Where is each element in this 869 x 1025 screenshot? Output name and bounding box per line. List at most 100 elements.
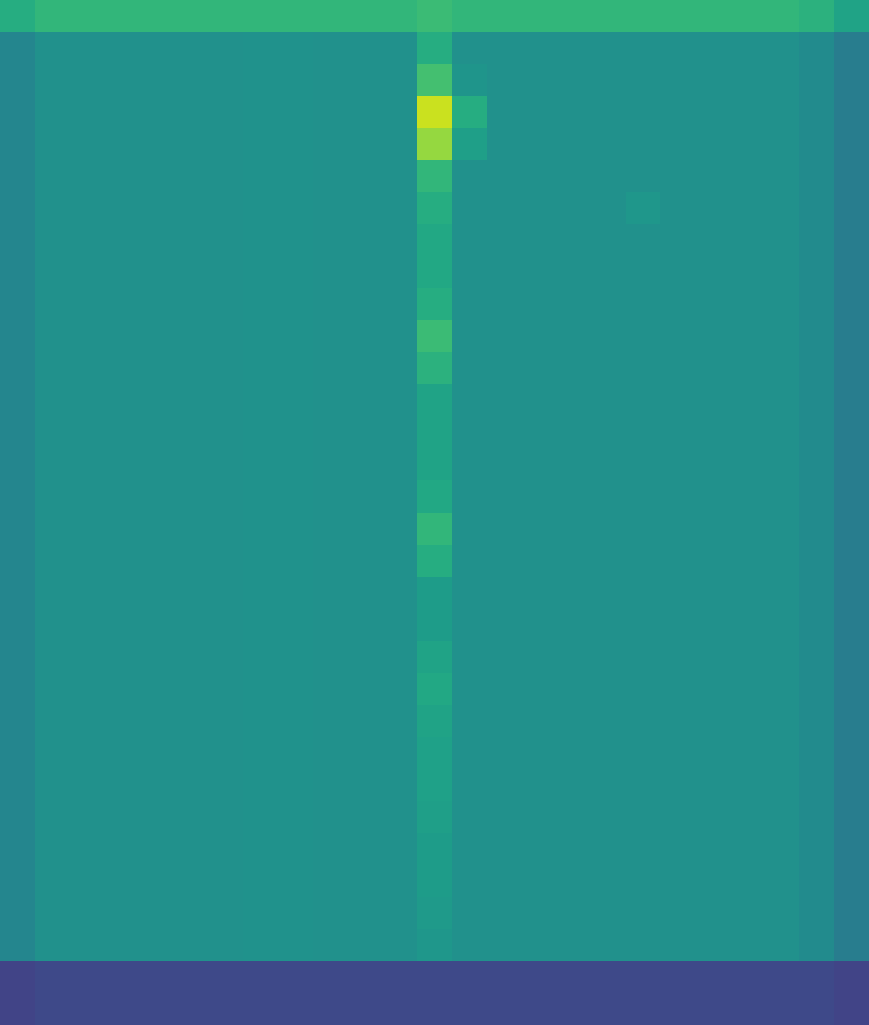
cell (174, 705, 209, 738)
cell (243, 64, 278, 97)
cell (209, 961, 244, 994)
cell (765, 993, 800, 1025)
cell (174, 545, 209, 578)
cell (243, 865, 278, 898)
cell (382, 769, 417, 802)
cell (695, 993, 730, 1025)
cell (104, 897, 139, 930)
cell (417, 96, 452, 129)
cell (487, 737, 522, 770)
cell (487, 288, 522, 321)
cell (556, 801, 591, 834)
cell (591, 705, 626, 738)
cell (104, 224, 139, 257)
cell (452, 801, 487, 834)
cell (35, 993, 70, 1025)
cell (730, 577, 765, 610)
cell (695, 0, 730, 33)
cell (799, 128, 834, 161)
cell (521, 192, 556, 225)
cell (695, 961, 730, 994)
cell (278, 160, 313, 193)
cell (765, 160, 800, 193)
cell (0, 609, 35, 642)
cell (243, 769, 278, 802)
cell (695, 737, 730, 770)
cell (243, 96, 278, 129)
cell (591, 320, 626, 353)
cell (70, 384, 105, 417)
cell (730, 641, 765, 674)
cell (591, 448, 626, 481)
cell (626, 513, 661, 546)
cell (799, 513, 834, 546)
cell (487, 801, 522, 834)
cell (834, 737, 869, 770)
cell (487, 705, 522, 738)
cell (660, 865, 695, 898)
cell (626, 0, 661, 33)
cell (382, 416, 417, 449)
cell (417, 705, 452, 738)
cell (0, 480, 35, 513)
cell (799, 641, 834, 674)
cell (278, 384, 313, 417)
cell (660, 32, 695, 65)
cell (695, 416, 730, 449)
cell (556, 352, 591, 385)
cell (626, 897, 661, 930)
cell (487, 192, 522, 225)
cell (104, 993, 139, 1025)
cell (382, 865, 417, 898)
cell (174, 320, 209, 353)
cell (348, 448, 383, 481)
cell (382, 288, 417, 321)
cell (834, 801, 869, 834)
cell (174, 384, 209, 417)
cell (730, 609, 765, 642)
cell (382, 673, 417, 706)
cell (487, 352, 522, 385)
cell (417, 224, 452, 257)
cell (104, 513, 139, 546)
cell (660, 993, 695, 1025)
cell (417, 609, 452, 642)
cell (556, 929, 591, 962)
cell (174, 929, 209, 962)
cell (730, 0, 765, 33)
cell (730, 833, 765, 866)
cell (278, 0, 313, 33)
cell (70, 833, 105, 866)
cell (0, 192, 35, 225)
cell (799, 64, 834, 97)
cell (0, 224, 35, 257)
cell (278, 513, 313, 546)
cell (695, 192, 730, 225)
cell (348, 96, 383, 129)
cell (104, 96, 139, 129)
cell (243, 160, 278, 193)
cell (313, 929, 348, 962)
cell (591, 64, 626, 97)
cell (695, 897, 730, 930)
cell (348, 929, 383, 962)
cell (452, 929, 487, 962)
cell (278, 64, 313, 97)
cell (417, 384, 452, 417)
cell (765, 865, 800, 898)
cell (765, 0, 800, 33)
cell (174, 448, 209, 481)
cell (765, 673, 800, 706)
cell (487, 384, 522, 417)
cell (382, 961, 417, 994)
cell (730, 673, 765, 706)
cell (382, 641, 417, 674)
cell (452, 256, 487, 289)
cell (521, 352, 556, 385)
cell (626, 352, 661, 385)
cell (556, 961, 591, 994)
cell (382, 256, 417, 289)
cell (209, 0, 244, 33)
cell (799, 96, 834, 129)
cell (834, 480, 869, 513)
